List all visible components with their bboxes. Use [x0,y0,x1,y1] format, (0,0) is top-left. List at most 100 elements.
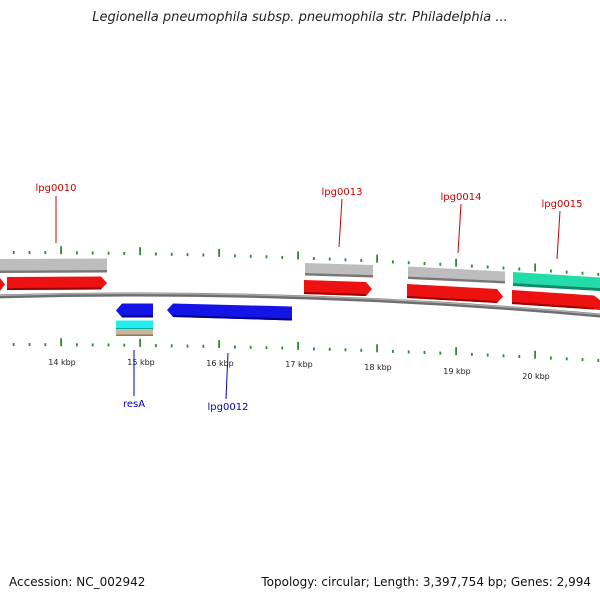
inner-tick-row [12,338,600,362]
minor-tick [565,270,568,274]
minor-tick [281,255,284,259]
minor-tick [439,351,442,355]
minor-tick [597,358,600,362]
gene-arrow-resA [116,303,153,318]
minor-tick [265,255,268,259]
minor-tick [581,358,584,362]
minor-tick [518,355,521,358]
leader-lpg0014 [457,203,462,254]
minor-tick [550,269,552,273]
minor-tick [407,261,410,265]
scale-label-15kbp: 15 kbp [127,358,155,367]
outer-tick-row [12,246,600,276]
major-tick [534,263,536,272]
minor-tick [155,344,157,348]
minor-tick [313,257,315,260]
minor-tick [12,343,15,346]
scale-label-14kbp: 14 kbp [48,358,76,367]
gene-label-lpg0012: lpg0012 [208,402,249,413]
minor-tick [471,264,473,268]
minor-tick [28,251,31,255]
scale-label-20kbp: 20 kbp [522,372,550,381]
gray-feature-3 [408,266,505,281]
minor-tick [597,272,600,276]
cyan-feature [116,320,153,329]
minor-tick [202,253,205,257]
minor-tick [502,354,505,358]
gene-arrow-lpg0013 [304,280,372,296]
minor-tick [155,252,157,256]
genome-backbone [0,292,600,318]
major-tick [139,247,141,256]
minor-tick [265,346,268,350]
accession-text: Accession: NC_002942 [9,575,146,589]
minor-tick [234,254,236,258]
tan-feature [116,330,153,336]
minor-tick [91,343,94,347]
gene-label-lpg0015: lpg0015 [542,199,583,210]
minor-tick [486,353,489,357]
major-tick [534,350,536,359]
gene-label-resA: resA [123,399,145,410]
gene-arrow-lpg0010 [7,276,107,290]
minor-tick [12,251,15,254]
minor-tick [502,266,505,270]
minor-tick [91,251,94,255]
leader-lpg0012 [225,352,229,400]
scale-label-19kbp: 19 kbp [443,367,471,376]
minor-tick [28,343,31,346]
gray-feature-1 [0,258,107,271]
minor-tick [313,347,315,351]
minor-tick [471,352,473,356]
major-tick [60,338,62,347]
minor-tick [344,258,347,262]
teal-feature [513,272,600,288]
minor-tick [486,265,489,269]
minor-tick [344,348,347,352]
minor-tick [44,251,47,255]
minor-tick [76,251,78,255]
minor-tick [123,343,126,347]
minor-tick [186,253,189,257]
minor-tick [281,346,284,350]
gene-label-lpg0014: lpg0014 [441,192,482,203]
major-tick [297,341,299,350]
major-tick [218,340,220,349]
minor-tick [328,347,331,351]
major-tick [218,248,220,257]
minor-tick [249,254,252,258]
major-tick [297,251,299,260]
leader-lpg0013 [338,198,343,248]
minor-tick [518,267,521,271]
major-tick [376,254,378,263]
minor-tick [76,343,78,347]
minor-tick [202,344,205,348]
minor-tick [44,343,47,347]
minor-tick [360,259,363,262]
minor-tick [360,348,363,352]
major-tick [455,347,457,356]
minor-tick [107,343,110,347]
major-tick [376,344,378,353]
minor-tick [186,344,189,348]
minor-tick [392,260,394,264]
minor-tick [170,344,173,348]
minor-tick [123,251,126,255]
minor-tick [423,262,426,265]
leader-lpg0015 [556,210,561,260]
minor-tick [565,357,568,361]
gene-arrow-lpg0009 [0,278,5,291]
gene-label-lpg0013: lpg0013 [322,187,363,198]
gray-feature-2 [305,263,373,275]
scale-label-16kbp: 16 kbp [206,359,234,368]
gene-label-lpg0010: lpg0010 [36,183,77,194]
minor-tick [407,350,410,354]
scale-label-18kbp: 18 kbp [364,363,392,372]
minor-tick [170,252,173,256]
minor-tick [550,356,552,360]
minor-tick [423,351,426,354]
scale-label-17kbp: 17 kbp [285,360,313,369]
minor-tick [249,345,252,349]
major-tick [455,258,457,267]
